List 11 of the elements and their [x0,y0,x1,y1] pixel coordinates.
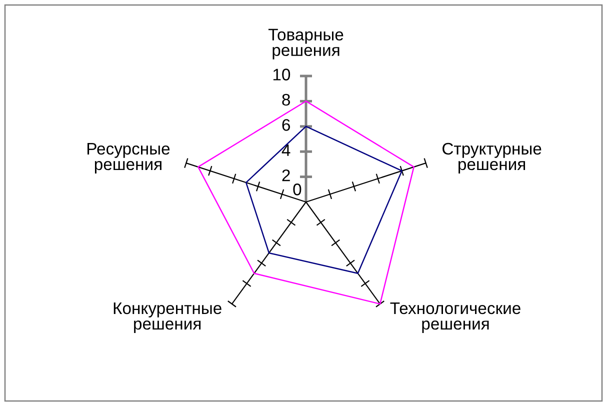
spoke-label: Ресурсные решения [87,142,170,174]
spoke-label: Технологические решения [390,302,520,333]
spoke-label: Структурные решения [442,142,542,174]
y-tick-label: 6 [282,119,290,131]
spoke-label: Конкурентные решения [114,302,222,333]
y-tick-label: 10 [273,68,290,80]
spoke-label: Товарные решения [268,28,344,60]
y-tick-label: 2 [282,169,290,182]
y-tick-label: 4 [282,144,290,156]
y-tick-label: 8 [282,94,290,106]
y-tick-label: 0 [293,184,302,196]
